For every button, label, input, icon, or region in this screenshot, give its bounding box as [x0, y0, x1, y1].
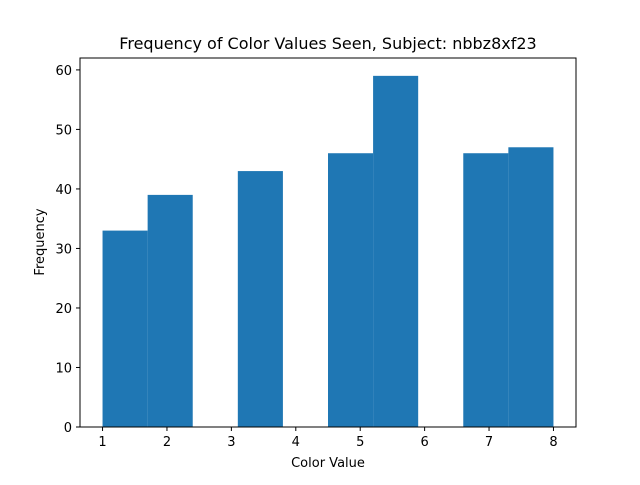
- histogram-bar-8: [463, 153, 509, 427]
- histogram-bar-1: [147, 194, 193, 427]
- plot-frame: [79, 57, 577, 428]
- histogram-bar-0: [102, 230, 148, 427]
- y-tick-label: 60: [55, 64, 72, 79]
- axes-layer: 1 2 3 4 5 6 7 8 0 10 20 30 40 50 60: [55, 57, 577, 450]
- histogram-bar-6: [373, 75, 419, 428]
- y-axis-label: Frequency: [33, 208, 48, 275]
- x-tick-label: 4: [292, 435, 300, 450]
- x-tick-label: 7: [485, 435, 493, 450]
- y-tick-label: 0: [64, 421, 72, 436]
- bars-layer: [102, 75, 554, 428]
- x-tick-label: 2: [163, 435, 171, 450]
- y-tick-label: 20: [55, 302, 72, 317]
- y-tick-label: 40: [55, 183, 72, 198]
- histogram-bar-3: [237, 171, 283, 427]
- x-axis-label: Color Value: [291, 456, 365, 471]
- histogram-bar-9: [508, 147, 554, 427]
- x-tick-label: 5: [356, 435, 364, 450]
- x-tick-label: 3: [227, 435, 235, 450]
- histogram-bar-5: [328, 153, 374, 427]
- x-tick-label: 8: [549, 435, 557, 450]
- y-tick-label: 10: [55, 361, 72, 376]
- x-tick-label: 1: [98, 435, 106, 450]
- chart-title: Frequency of Color Values Seen, Subject:…: [119, 34, 536, 53]
- y-tick-label: 50: [55, 123, 72, 138]
- x-tick-label: 6: [420, 435, 428, 450]
- y-tick-label: 30: [55, 242, 72, 257]
